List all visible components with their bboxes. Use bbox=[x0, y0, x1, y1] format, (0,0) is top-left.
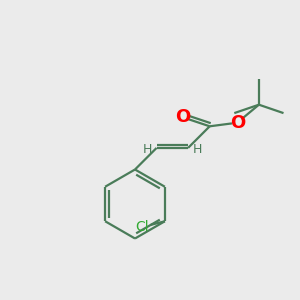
Text: O: O bbox=[175, 108, 190, 126]
Text: O: O bbox=[230, 114, 245, 132]
Text: Cl: Cl bbox=[136, 220, 149, 234]
Text: H: H bbox=[192, 143, 202, 156]
Text: H: H bbox=[143, 143, 152, 156]
